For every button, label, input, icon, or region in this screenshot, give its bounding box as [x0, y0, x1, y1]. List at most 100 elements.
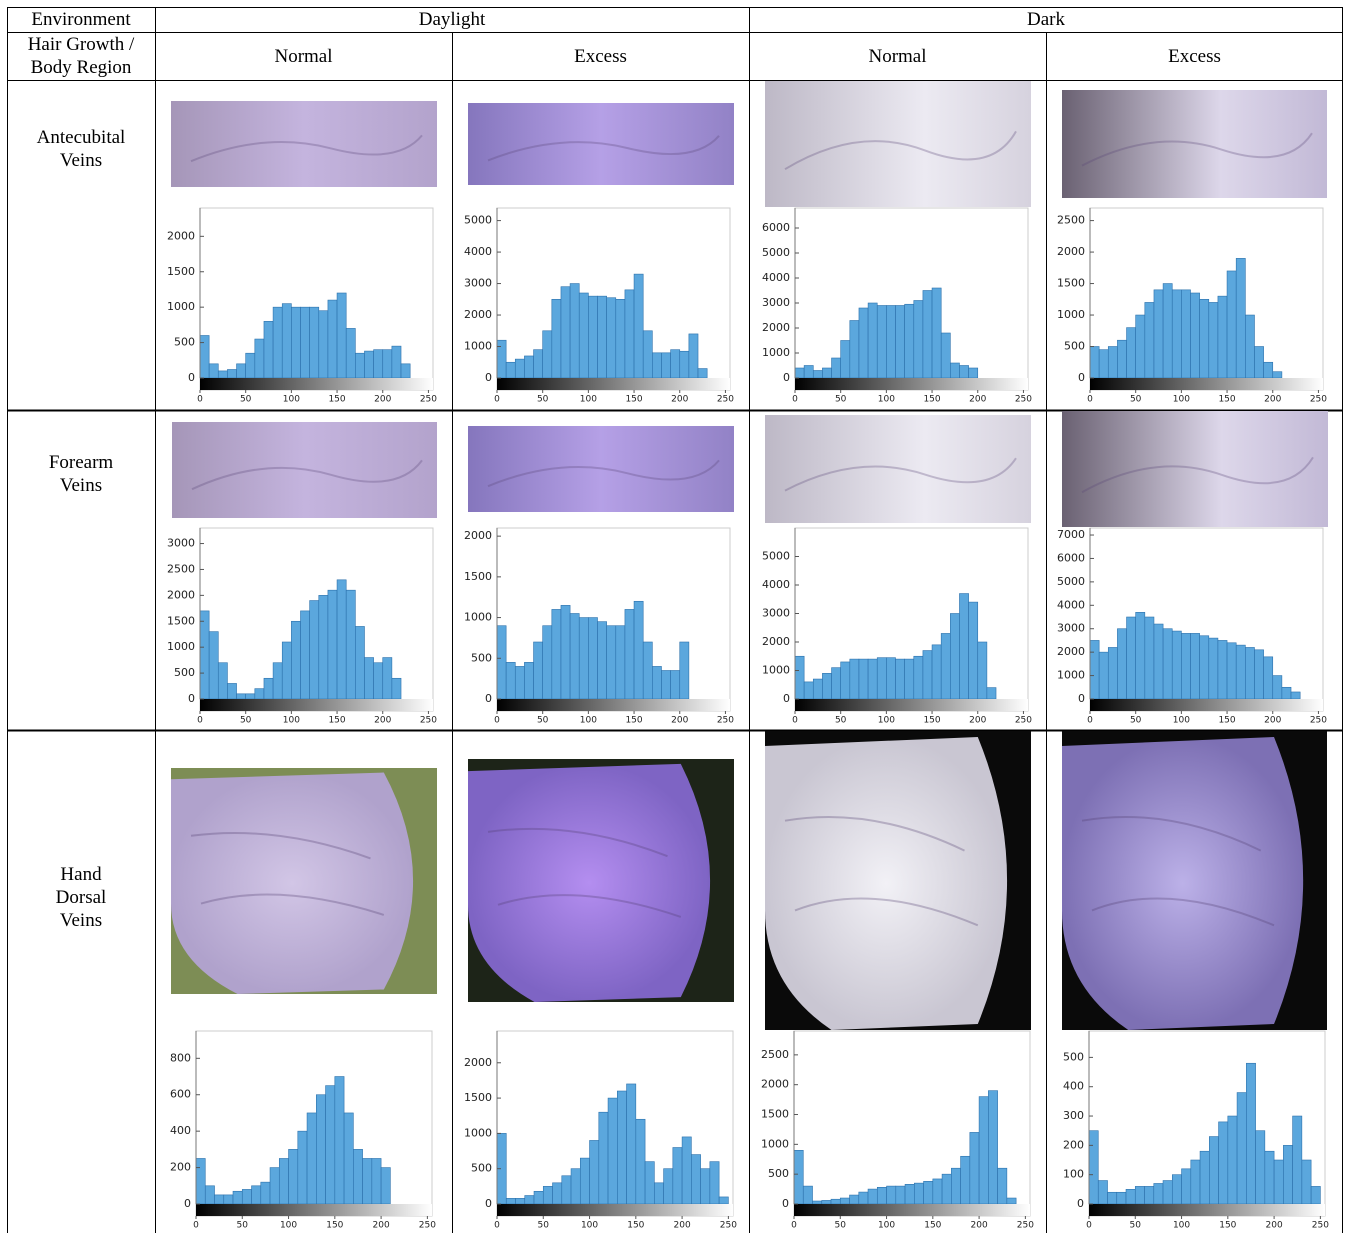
bar [255, 339, 264, 378]
x-tick-label: 0 [193, 1221, 199, 1231]
bar [1191, 1160, 1200, 1204]
bar [1007, 1198, 1016, 1204]
x-tick-label: 50 [1130, 395, 1142, 405]
x-tick-label: 100 [878, 1221, 895, 1231]
bar [1172, 290, 1181, 378]
x-tick-label: 150 [1218, 395, 1235, 405]
y-tick-label: 2000 [1057, 645, 1085, 658]
bar [346, 590, 355, 699]
y-tick-label: 1500 [167, 265, 195, 278]
bar [1099, 350, 1108, 378]
bar [840, 1198, 849, 1204]
y-tick-label: 0 [783, 692, 790, 705]
bar [661, 353, 670, 378]
y-tick-label: 0 [783, 371, 790, 384]
y-tick-label: 2000 [167, 588, 195, 601]
bar [1126, 1189, 1135, 1204]
bar [832, 668, 841, 699]
y-tick-label: 0 [485, 692, 492, 705]
y-tick-label: 5000 [762, 550, 790, 563]
bar [255, 689, 264, 699]
bar [1108, 1192, 1117, 1204]
bar [552, 609, 561, 699]
bar [1237, 1093, 1246, 1204]
bar [795, 656, 804, 699]
bar [1209, 302, 1218, 378]
bar [617, 1091, 626, 1204]
bar [671, 350, 680, 378]
bar [497, 626, 506, 699]
x-tick-label: 150 [627, 1221, 644, 1231]
bar [1236, 645, 1245, 699]
y-tick-label: 3000 [464, 277, 492, 290]
x-tick-label: 150 [923, 395, 940, 405]
bar [344, 1113, 353, 1204]
bar [914, 1183, 923, 1204]
bar [1108, 347, 1117, 378]
bar [215, 1195, 224, 1204]
x-tick-label: 250 [1017, 1221, 1034, 1231]
x-tick-label: 200 [969, 716, 986, 726]
y-tick-label: 500 [1064, 340, 1085, 353]
y-tick-label: 2500 [167, 562, 195, 575]
y-tick-label: 6000 [762, 221, 790, 234]
x-tick-label: 150 [328, 716, 345, 726]
bar [310, 307, 319, 378]
x-tick-label: 200 [674, 1221, 691, 1231]
y-tick-label: 1000 [1057, 669, 1085, 682]
x-tick-label: 0 [791, 1221, 797, 1231]
bar [813, 679, 822, 699]
y-tick-label: 200 [170, 1161, 191, 1174]
bar [588, 618, 597, 699]
bar [831, 1199, 840, 1204]
bar [1136, 612, 1145, 699]
bar [1200, 299, 1209, 378]
y-tick-label: 2000 [167, 229, 195, 242]
bar [1172, 1175, 1181, 1204]
bar [561, 287, 570, 378]
y-tick-label: 200 [1063, 1138, 1084, 1151]
bar [710, 1162, 719, 1204]
bar [246, 694, 255, 699]
bar [822, 1200, 831, 1204]
colorbar [1089, 1204, 1325, 1216]
y-tick-label: 4000 [1057, 598, 1085, 611]
y-tick-label: 5000 [464, 214, 492, 227]
bar [205, 1186, 214, 1204]
x-tick-label: 50 [240, 395, 252, 405]
y-tick-label: 100 [1063, 1168, 1084, 1181]
x-tick-label: 0 [494, 395, 500, 405]
y-tick-label: 5000 [1057, 575, 1085, 588]
y-tick-label: 0 [485, 371, 492, 384]
x-tick-label: 200 [1266, 1221, 1283, 1231]
bar [233, 1191, 242, 1204]
bar [923, 651, 932, 699]
bar [627, 1084, 636, 1204]
bar [562, 1176, 571, 1204]
bar [337, 293, 346, 378]
row-label: Forearm Veins [26, 451, 136, 497]
bar [516, 1198, 525, 1204]
colorbar [794, 1204, 1030, 1216]
x-tick-label: 250 [420, 395, 437, 405]
bar [1191, 293, 1200, 378]
x-tick-label: 200 [671, 716, 688, 726]
y-tick-label: 2000 [762, 635, 790, 648]
bar [227, 683, 236, 699]
bar [1145, 1186, 1154, 1204]
y-tick-label: 3000 [762, 296, 790, 309]
bar [497, 340, 506, 378]
colorbar [200, 378, 433, 390]
header-group: Daylight [155, 7, 749, 32]
x-tick-label: 150 [328, 395, 345, 405]
bar [998, 1168, 1007, 1204]
bar [1154, 624, 1163, 699]
bar [661, 671, 670, 700]
x-tick-label: 50 [1130, 716, 1142, 726]
y-tick-label: 0 [782, 1197, 789, 1210]
bar [607, 298, 616, 378]
y-tick-label: 7000 [1057, 528, 1085, 541]
bar [1182, 1169, 1191, 1204]
bar [905, 304, 914, 378]
bar [979, 1097, 988, 1204]
